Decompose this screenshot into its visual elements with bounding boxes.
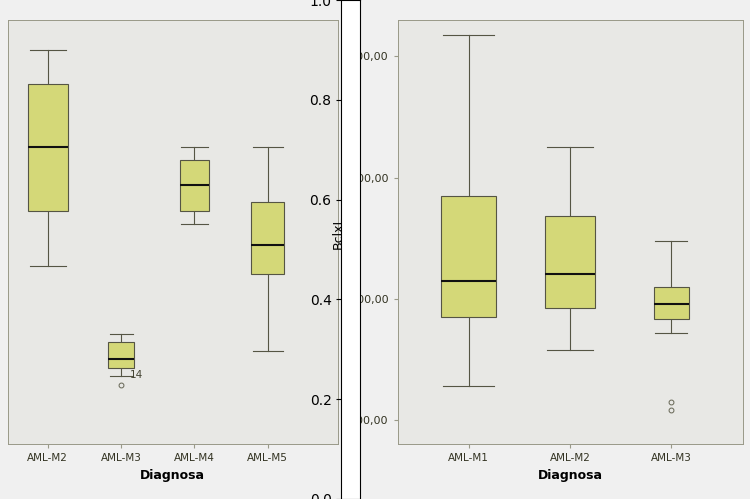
Bar xyxy=(180,160,209,211)
Bar xyxy=(108,342,134,368)
Bar xyxy=(28,83,68,211)
Bar xyxy=(654,286,689,319)
Y-axis label: BclxL: BclxL xyxy=(332,215,344,249)
X-axis label: Diagnosa: Diagnosa xyxy=(538,469,602,482)
Bar xyxy=(544,216,596,308)
Text: 14: 14 xyxy=(130,370,143,380)
Bar xyxy=(441,196,497,317)
X-axis label: Diagnosa: Diagnosa xyxy=(140,469,205,482)
Bar xyxy=(251,203,284,274)
